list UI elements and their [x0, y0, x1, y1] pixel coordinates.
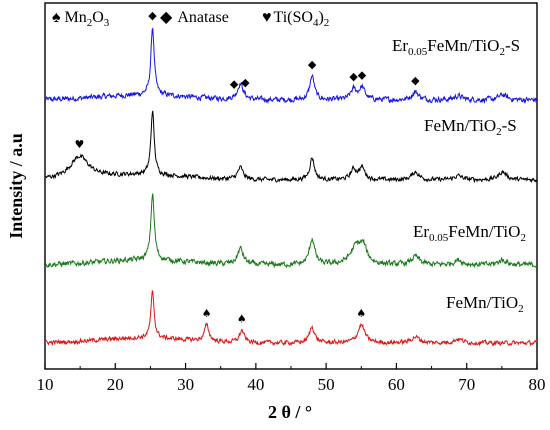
peak-marker-0-5: ◆: [358, 68, 367, 81]
peak-marker-0-6: ◆: [411, 74, 420, 87]
series-label-er-femn-tio2: Er0.05FeMn/TiO2: [413, 222, 526, 244]
x-tick-label-10: 10: [37, 375, 54, 394]
peak-marker-0-1: ◆: [230, 77, 239, 90]
peak-marker-0-2: ◆: [241, 76, 250, 89]
plot-area: [44, 2, 538, 370]
series-line-0: [44, 27, 538, 105]
series-line-1: [44, 110, 538, 184]
series-line-2: [44, 193, 538, 269]
legend: ♠ Mn2O3 ◆ Anatase ♥ Ti(SO4)2: [52, 9, 329, 29]
x-tick-label-60: 60: [388, 375, 405, 394]
x-tick-label-20: 20: [107, 375, 124, 394]
peak-marker-0-3: ◆: [308, 58, 317, 71]
peak-marker-0-0: ◆: [148, 9, 157, 22]
plot-border: [44, 2, 538, 370]
peak-marker-3-0: ♠: [202, 307, 212, 320]
x-tick-label-50: 50: [318, 375, 335, 394]
peak-marker-3-2: ♠: [356, 307, 366, 320]
x-axis-title: 2 θ / °: [268, 402, 312, 422]
x-axis: 10 20 30 40 50 60 70 80: [37, 363, 546, 394]
x-tick-label-80: 80: [529, 375, 546, 394]
series-line-3: [44, 290, 538, 347]
series-labels: Er0.05FeMn/TiO2-S FeMn/TiO2-S Er0.05FeMn…: [392, 36, 526, 315]
series-layer: [44, 27, 538, 347]
peak-marker-3-1: ♠: [237, 312, 247, 325]
peak-marker-0-4: ◆: [349, 70, 358, 83]
series-label-femn-tio2-s: FeMn/TiO2-S: [424, 116, 517, 138]
legend-item-ti-so4-2: ♥ Ti(SO4)2: [262, 9, 329, 29]
legend-item-anatase: ◆ Anatase: [160, 9, 229, 26]
series-label-femn-tio2: FeMn/TiO2: [446, 293, 524, 315]
x-tick-label-40: 40: [247, 375, 264, 394]
peak-marker-1-0: ♥: [75, 138, 85, 151]
x-tick-label-30: 30: [177, 375, 194, 394]
series-label-er-femn-tio2-s: Er0.05FeMn/TiO2-S: [392, 36, 520, 58]
y-axis-title: Intensity / a.u: [6, 133, 26, 239]
x-tick-label-70: 70: [458, 375, 475, 394]
peak-markers: ◆◆ ◆◆◆ ◆ ◆♥♠ ♠ ♠: [75, 9, 421, 325]
legend-item-mn2o3: ♠ Mn2O3: [52, 9, 110, 29]
